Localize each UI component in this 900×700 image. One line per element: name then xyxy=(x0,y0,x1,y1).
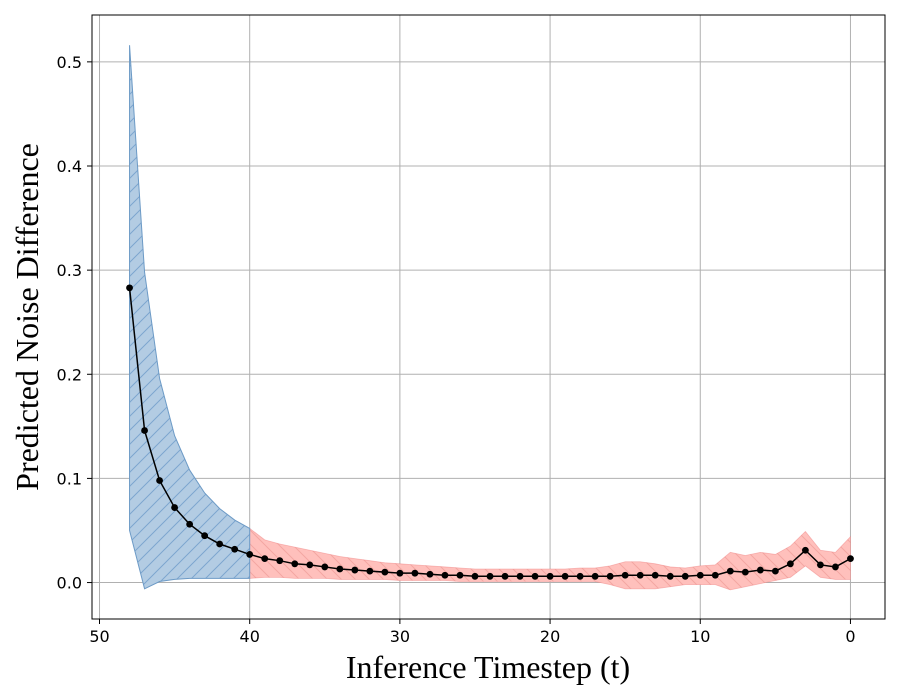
data-point xyxy=(261,555,269,562)
y-tick-label: 0.5 xyxy=(57,53,82,72)
data-point xyxy=(171,504,179,511)
data-point xyxy=(306,561,314,569)
x-tick-label: 30 xyxy=(390,627,410,646)
data-point xyxy=(216,540,224,548)
data-point xyxy=(456,571,464,579)
data-point xyxy=(426,570,434,578)
grid xyxy=(92,15,885,619)
data-point xyxy=(276,557,284,565)
data-point xyxy=(186,520,194,528)
data-point xyxy=(561,572,569,580)
data-point xyxy=(321,563,329,571)
data-point xyxy=(606,572,614,580)
data-point xyxy=(396,569,404,577)
x-ticks: 50 40 30 20 10 0 xyxy=(89,619,856,646)
data-point xyxy=(666,572,674,580)
x-tick-label: 0 xyxy=(845,627,855,646)
data-point xyxy=(651,571,659,579)
data-point xyxy=(636,571,644,579)
data-point xyxy=(801,546,809,554)
y-axis-title: Predicted Noise Difference xyxy=(9,143,45,491)
x-tick-label: 50 xyxy=(89,627,109,646)
data-point xyxy=(516,572,524,580)
data-point xyxy=(156,477,163,484)
y-tick-label: 0.1 xyxy=(57,469,82,488)
data-point xyxy=(546,572,554,580)
data-point xyxy=(832,563,839,571)
x-tick-label: 40 xyxy=(240,627,260,646)
data-point xyxy=(696,571,704,579)
data-point xyxy=(681,572,689,580)
data-point xyxy=(576,572,584,580)
series-layer xyxy=(126,284,854,580)
data-point xyxy=(591,572,599,580)
data-point xyxy=(441,571,449,579)
y-tick-label: 0.2 xyxy=(57,365,82,384)
y-tick-label: 0.4 xyxy=(57,157,82,176)
data-point xyxy=(411,569,419,577)
data-point xyxy=(771,567,779,575)
data-point xyxy=(621,571,629,579)
plot-frame xyxy=(91,14,886,620)
data-point xyxy=(786,560,794,568)
data-point xyxy=(726,567,734,575)
data-point xyxy=(351,566,359,574)
data-point xyxy=(336,565,344,573)
band-early-hatch xyxy=(129,45,251,590)
data-point xyxy=(381,568,389,576)
data-point xyxy=(141,427,148,434)
x-tick-label: 20 xyxy=(540,627,560,646)
data-point xyxy=(486,572,494,580)
y-tick-label: 0.0 xyxy=(57,574,82,593)
data-point xyxy=(531,572,539,580)
data-point xyxy=(246,551,254,558)
y-ticks: 0.0 0.1 0.2 0.3 0.4 0.5 xyxy=(57,53,92,593)
data-point xyxy=(817,561,824,569)
data-point xyxy=(471,572,479,580)
data-point xyxy=(231,545,239,553)
x-tick-label: 10 xyxy=(690,627,710,646)
data-point xyxy=(711,571,719,579)
data-point xyxy=(501,572,509,580)
x-axis-title: Inference Timestep (t) xyxy=(346,649,630,685)
data-point xyxy=(126,284,133,292)
y-tick-label: 0.3 xyxy=(57,261,82,280)
data-point xyxy=(201,532,209,540)
data-point xyxy=(741,568,749,576)
data-point xyxy=(847,555,854,562)
data-point xyxy=(291,560,299,568)
confidence-bands xyxy=(129,45,851,591)
data-point xyxy=(756,566,764,574)
data-point xyxy=(366,567,374,575)
